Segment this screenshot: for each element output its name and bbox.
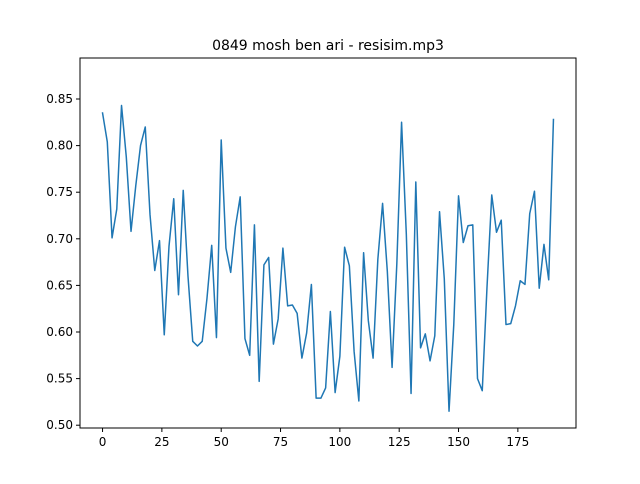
x-axis: 0 25 50 75 100 125 150 175 xyxy=(99,428,529,449)
y-tick-label: 0.65 xyxy=(46,278,73,292)
x-tick-label: 175 xyxy=(506,435,529,449)
plot-frame xyxy=(79,57,577,429)
y-tick-label: 0.75 xyxy=(46,185,73,199)
x-tick-label: 0 xyxy=(99,435,107,449)
y-tick-label: 0.60 xyxy=(46,325,73,339)
x-tick-label: 100 xyxy=(328,435,351,449)
y-tick-label: 0.70 xyxy=(46,232,73,246)
series-layer xyxy=(101,104,555,412)
y-tick-label: 0.55 xyxy=(46,372,73,386)
x-tick-label: 50 xyxy=(214,435,229,449)
chart-title: 0849 mosh ben ari - resisim.mp3 xyxy=(212,38,444,54)
y-tick-label: 0.80 xyxy=(46,139,73,153)
series-line xyxy=(101,104,555,412)
x-tick-label: 25 xyxy=(154,435,169,449)
y-axis: 0.50 0.55 0.60 0.65 0.70 0.75 0.80 0.85 xyxy=(46,92,80,432)
x-tick-label: 125 xyxy=(388,435,411,449)
x-tick-label: 150 xyxy=(447,435,470,449)
x-tick-label: 75 xyxy=(273,435,288,449)
y-tick-label: 0.85 xyxy=(46,92,73,106)
y-tick-label: 0.50 xyxy=(46,418,73,432)
